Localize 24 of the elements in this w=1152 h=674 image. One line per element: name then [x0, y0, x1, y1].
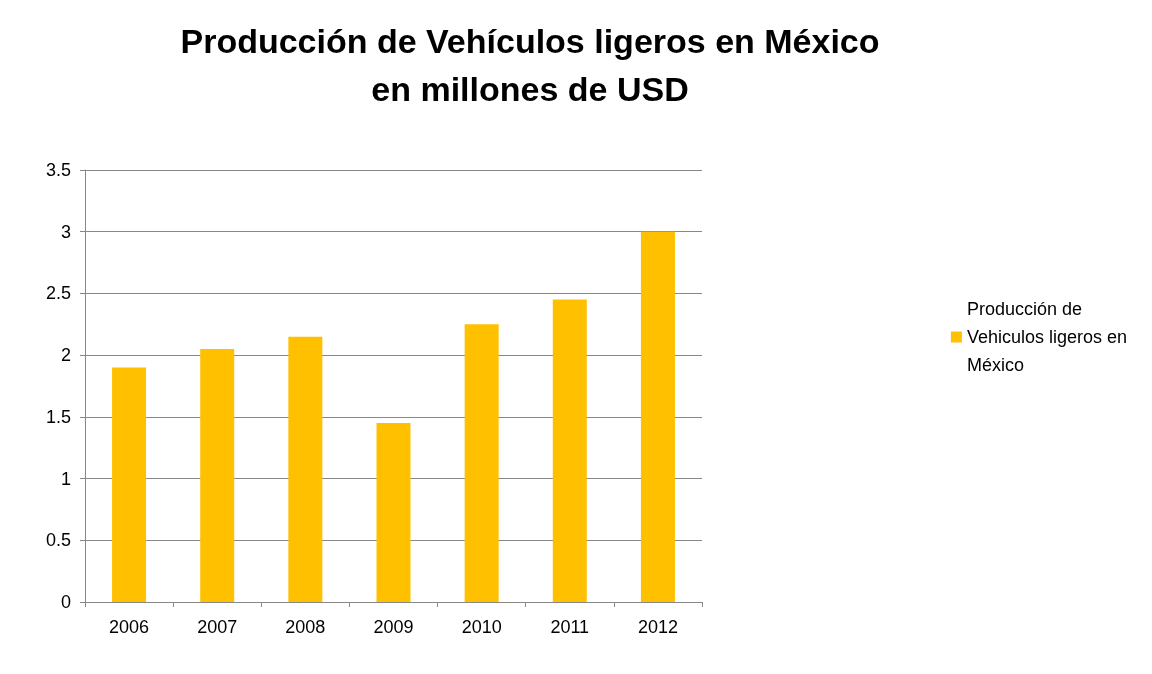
x-tick-label: 2010 — [461, 617, 502, 637]
y-tick-label: 1.5 — [45, 406, 71, 427]
legend-label: Producción de Vehiculos ligeros en México — [966, 299, 1128, 375]
x-tick-label: 2012 — [637, 617, 678, 637]
x-tick-label: 2009 — [373, 617, 414, 637]
chart-title: Producción de Vehículos ligeros en México en millones de USD — [180, 22, 880, 108]
x-tick-label: 2011 — [550, 617, 590, 637]
y-tick-label: 1 — [60, 468, 71, 489]
y-tick-label: 0.5 — [45, 530, 71, 551]
bar — [640, 231, 675, 602]
y-tick-label: 2.5 — [45, 283, 71, 304]
x-tick-label: 2008 — [285, 617, 326, 637]
x-tick-label: 2006 — [109, 617, 150, 637]
x-tick-label: 2007 — [197, 617, 238, 637]
bar — [288, 336, 323, 602]
bar — [464, 324, 499, 602]
y-tick-label: 3 — [60, 221, 71, 242]
y-tick-label: 2 — [60, 345, 71, 366]
y-tick-label: 3.5 — [45, 160, 71, 180]
bar — [552, 299, 587, 602]
bar — [376, 423, 411, 602]
bar — [200, 348, 235, 602]
y-tick-label: 0 — [60, 592, 71, 612]
bar — [112, 367, 147, 602]
